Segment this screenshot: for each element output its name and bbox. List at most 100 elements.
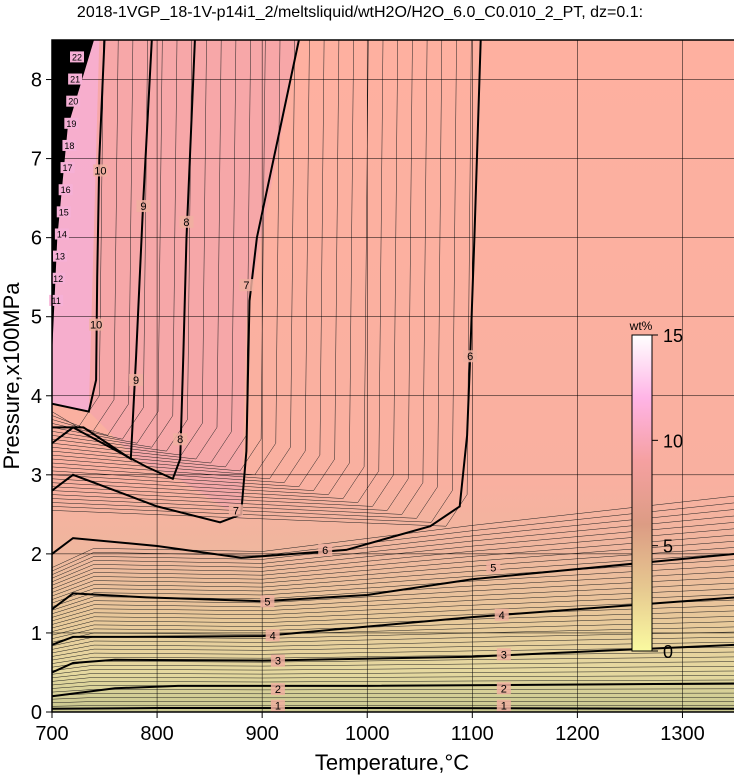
contour-label: 4	[270, 630, 276, 642]
contour-label-bg	[239, 279, 254, 292]
contour-label-bg	[173, 433, 188, 446]
contour-label: 5	[490, 562, 496, 574]
chart-title: 2018-1VGP_18-1V-p14i1_2/meltsliquid/wtH2…	[77, 4, 643, 21]
thin-contour	[52, 40, 384, 503]
steep-label-bg	[54, 228, 69, 240]
x-tick-label: 700	[35, 723, 68, 745]
steep-contour-label: 12	[53, 274, 63, 284]
steep-label-bg	[66, 95, 81, 107]
x-axis-label: Temperature,°C	[315, 750, 469, 775]
y-axis: 0 1 2 3 4 5 6 7 8	[31, 70, 52, 724]
contour-label-bg	[270, 654, 285, 667]
contour-label: 8	[177, 434, 183, 446]
steep-label-bg	[58, 184, 73, 196]
y-tick-label: 6	[31, 228, 42, 250]
y-tick-label: 3	[31, 465, 42, 487]
contour-label-bg	[318, 543, 333, 556]
thin-contour	[52, 40, 413, 511]
colorbar-scale	[631, 334, 653, 652]
contour-line-3	[52, 643, 734, 674]
contour-label: 2	[275, 684, 281, 696]
contour-label: 5	[264, 596, 270, 608]
thin-contour	[52, 40, 428, 515]
high-water-region	[52, 40, 299, 519]
x-tick-label: 1100	[451, 723, 494, 745]
steep-contour-label: 18	[64, 141, 74, 151]
contour-line-8	[52, 40, 196, 481]
steep-label-bg	[68, 73, 83, 85]
thin-contour	[52, 40, 398, 507]
x-tick-label: 900	[245, 723, 278, 745]
thin-contour	[52, 40, 325, 487]
steep-contour-label: 13	[55, 252, 65, 262]
colorbar-tick-label: 5	[663, 537, 673, 557]
contour-label: 8	[183, 217, 189, 229]
contour-label-bg	[270, 683, 285, 696]
contour-line-1	[52, 707, 734, 710]
contour-label: 9	[133, 375, 139, 387]
contour-5: 55	[52, 552, 734, 610]
x-tick-label: 1300	[660, 723, 705, 745]
steep-contour-label: 17	[63, 163, 73, 173]
contour-label-bg	[260, 595, 275, 608]
thin-contour	[52, 40, 369, 499]
thin-contour	[52, 40, 266, 472]
y-tick-label: 4	[31, 386, 42, 408]
contour-label-bg	[89, 318, 104, 331]
steep-label-bg	[51, 272, 66, 284]
contour-line-4	[52, 596, 734, 646]
contour-label: 3	[275, 656, 281, 668]
colorbar-tick-label: 0	[663, 642, 673, 662]
thin-contour	[52, 40, 119, 432]
contour-label: 9	[140, 201, 146, 213]
contour-8: 88	[52, 40, 196, 481]
contour-label-bg	[136, 200, 151, 213]
y-tick-label: 7	[31, 149, 42, 171]
y-tick-label: 0	[31, 702, 42, 724]
contour-label: 3	[501, 649, 507, 661]
contour-4: 44	[52, 596, 734, 646]
colorbar-ticks: 0 5 10 15	[652, 326, 683, 662]
y-tick-label: 5	[31, 307, 42, 329]
contour-7: 77	[52, 40, 300, 524]
contour-label: 7	[243, 280, 249, 292]
contour-label-bg	[129, 373, 144, 386]
colorbar: wt% 0 5 10 15	[629, 319, 683, 662]
contour-label-bg	[228, 504, 243, 517]
dense-contour-region	[52, 40, 94, 357]
x-axis: 700 800 900 1000 1100 1200 1300	[35, 712, 705, 745]
steep-label-bg	[52, 250, 67, 262]
contour-label-bg	[494, 608, 509, 621]
steep-contour-label: 20	[68, 97, 78, 107]
x-tick-label: 1200	[555, 723, 600, 745]
steep-contour-label: 22	[72, 52, 82, 62]
steep-contour-label: 16	[61, 185, 71, 195]
contour-line-9	[52, 40, 153, 461]
contour-label: 7	[233, 505, 239, 517]
steep-label-bg	[60, 162, 75, 174]
thin-contour	[52, 40, 295, 480]
contour-label-bg	[486, 561, 501, 574]
contour-label-bg	[463, 350, 478, 363]
steep-contour-label: 21	[70, 75, 80, 85]
contour-line-2	[52, 682, 734, 698]
colorbar-tick-label: 15	[663, 326, 683, 346]
thin-contour	[52, 40, 354, 495]
thin-contour	[52, 40, 281, 476]
contour-label-bg	[93, 164, 108, 177]
contour-label-bg	[496, 682, 511, 695]
colorbar-title: wt%	[629, 319, 653, 333]
steep-contour-label: 19	[66, 119, 76, 129]
steep-contour-label: 15	[59, 207, 69, 217]
contour-label-bg	[270, 699, 285, 712]
contour-label: 6	[467, 351, 473, 363]
thin-contour	[52, 40, 472, 527]
x-tick-label: 1000	[345, 723, 390, 745]
contour-line-6	[52, 40, 482, 559]
steep-label-bg	[56, 206, 71, 218]
contour-label: 10	[90, 320, 102, 332]
contour-label-bg	[179, 215, 194, 228]
steep-label-bg	[64, 117, 79, 129]
